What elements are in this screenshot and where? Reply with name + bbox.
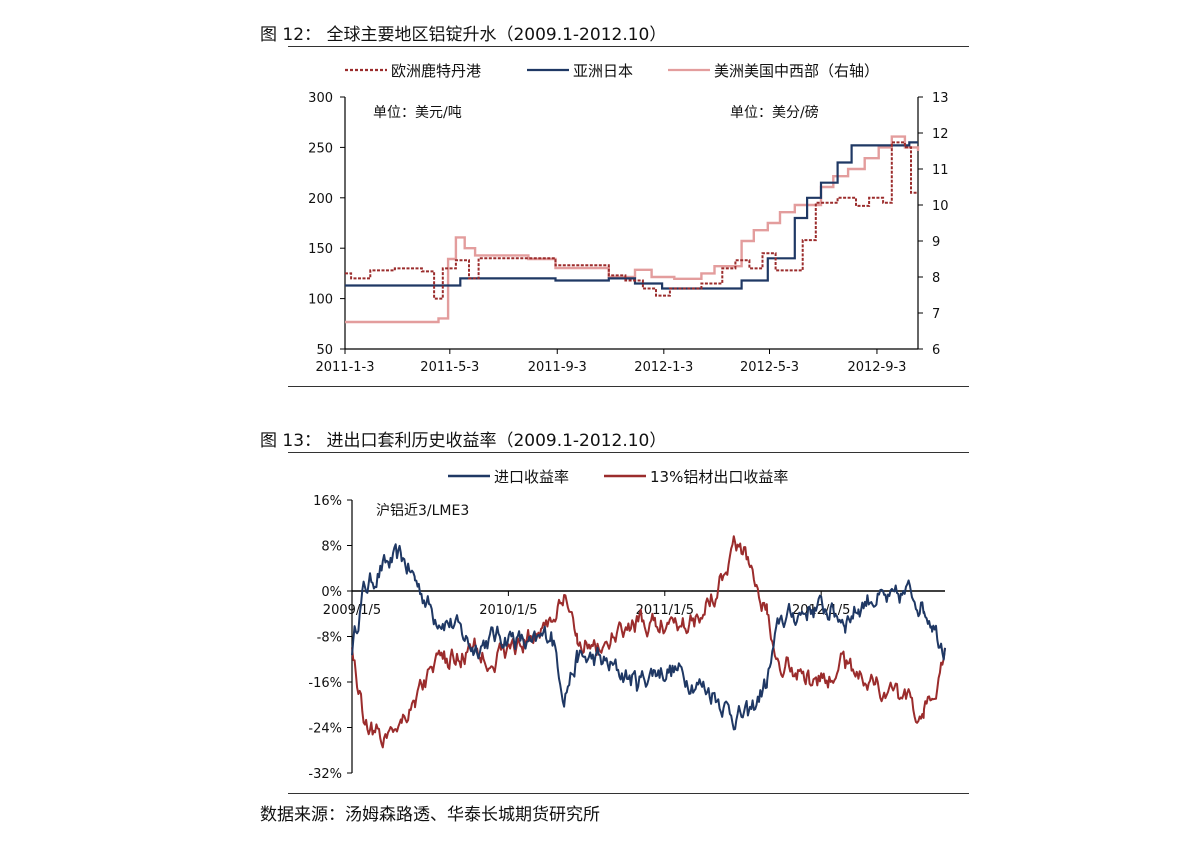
unit-annotation-right: 单位：美分/磅	[730, 104, 819, 121]
y-tick-label-left: 100	[308, 293, 333, 308]
x-tick-label: 2011-9-3	[528, 360, 587, 375]
series-line-asia-japan	[345, 141, 918, 290]
y-tick-label-left: 250	[308, 141, 333, 156]
x-tick-label: 2010/1/5	[479, 603, 537, 618]
x-tick-label: 2012-1-3	[634, 360, 693, 375]
figure12-title: 图 12： 全球主要地区铝锭升水（2009.1-2012.10）	[260, 25, 667, 45]
y-tick-label-left: 50	[316, 343, 333, 358]
chart-annotation: 沪铝近3/LME3	[376, 503, 469, 519]
figure13-title-rule	[288, 452, 969, 453]
y-tick-label: -16%	[308, 676, 342, 691]
x-tick-label: 2011-5-3	[420, 360, 479, 375]
y-tick-label: -8%	[317, 631, 342, 646]
series-line-europe-rotterdam	[345, 141, 918, 300]
y-tick-label-right: 12	[932, 127, 949, 142]
data-source-note: 数据来源：汤姆森路透、华泰长城期货研究所	[260, 805, 600, 825]
x-tick-label: 2011/1/5	[636, 603, 694, 618]
y-tick-label-right: 10	[932, 199, 949, 214]
series-line-export-return	[351, 535, 946, 749]
y-tick-label-right: 8	[932, 271, 940, 286]
x-tick-label: 2009/1/5	[323, 603, 381, 618]
y-tick-label: 8%	[321, 540, 342, 555]
y-tick-label: -32%	[308, 767, 342, 782]
y-tick-label: 0%	[321, 585, 342, 600]
premium-chart: 欧洲鹿特丹港 亚洲日本 美洲美国中西部（右轴） 单位：美元/吨 单位：美分/磅 300 25…	[308, 62, 948, 375]
y-tick-label-right: 6	[932, 343, 940, 358]
series-line-import-return	[351, 543, 946, 731]
y-tick-label-right: 13	[932, 91, 949, 106]
x-tick-label: 2012-5-3	[740, 360, 799, 375]
legend-label: 13%铝材出口收益率	[650, 468, 788, 486]
y-tick-label: -24%	[308, 722, 342, 737]
figure13-bottom-rule	[288, 793, 969, 794]
legend-label: 美洲美国中西部（右轴）	[714, 62, 879, 80]
legend-label: 欧洲鹿特丹港	[391, 62, 481, 80]
figure12-bottom-rule	[288, 386, 969, 387]
y-tick-label: 16%	[313, 494, 342, 509]
x-tick-label: 2011-1-3	[315, 360, 374, 375]
y-tick-label-right: 7	[932, 307, 940, 322]
y-tick-label-left: 300	[308, 91, 333, 106]
figure12-title-rule	[288, 46, 969, 47]
legend-label: 亚洲日本	[573, 62, 633, 80]
y-tick-label-right: 11	[932, 163, 949, 178]
y-tick-label-left: 150	[308, 242, 333, 257]
series-line-us-midwest	[345, 135, 920, 324]
figure13-title: 图 13： 进出口套利历史收益率（2009.1-2012.10）	[260, 431, 667, 451]
unit-annotation-left: 单位：美元/吨	[373, 105, 462, 121]
y-tick-label-right: 9	[932, 235, 940, 250]
y-tick-label-left: 200	[308, 192, 333, 207]
legend-label: 进口收益率	[494, 468, 569, 486]
x-tick-label: 2012-9-3	[847, 360, 906, 375]
